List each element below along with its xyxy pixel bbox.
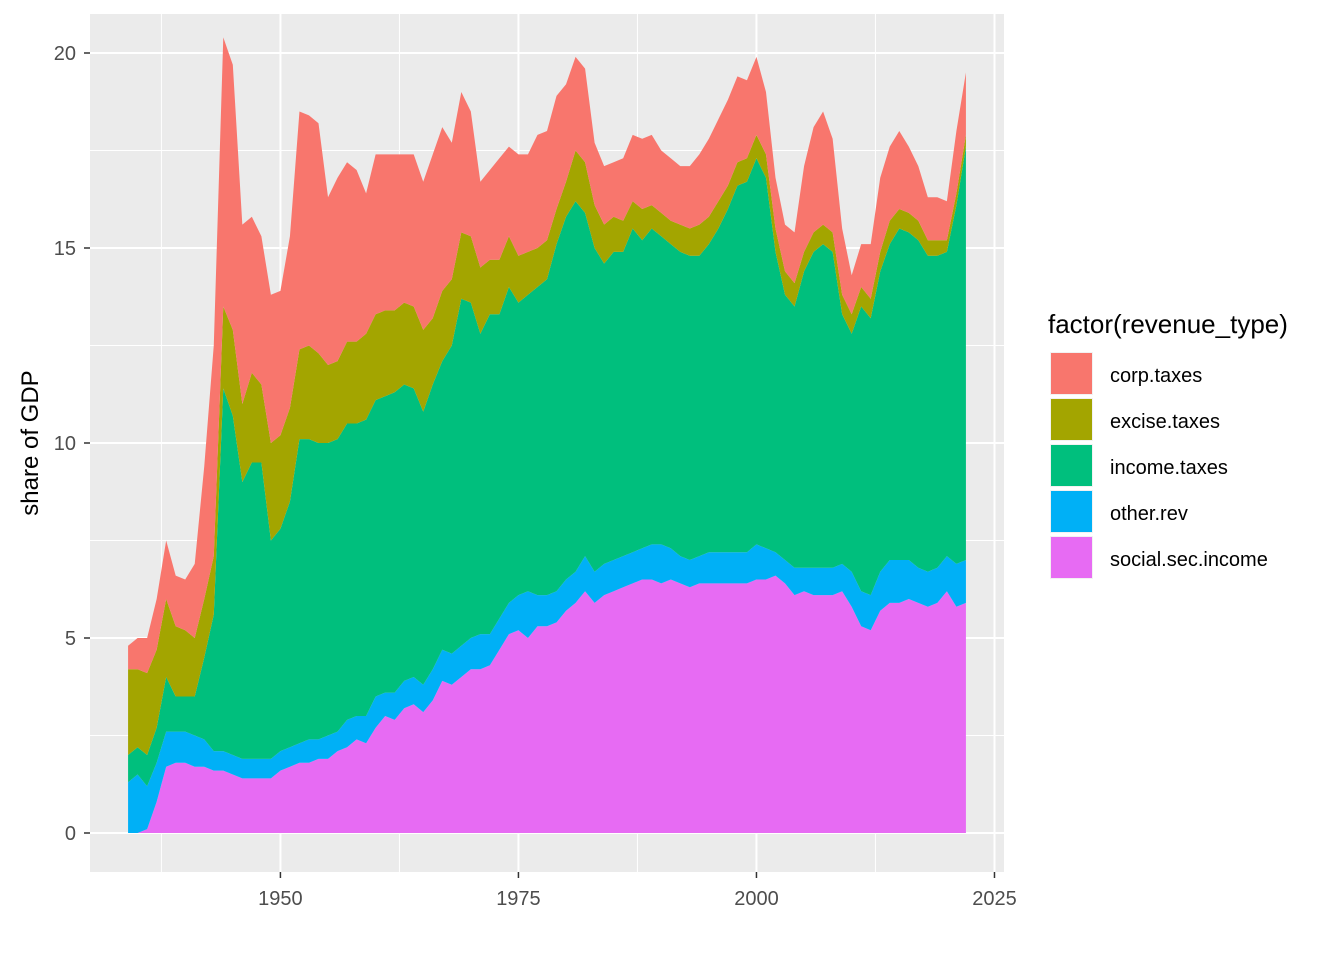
legend-label: excise.taxes — [1110, 411, 1220, 433]
y-tick-label: 15 — [54, 238, 76, 260]
legend-key-corp-taxes — [1051, 353, 1092, 394]
y-axis: 0 5 10 15 20 — [54, 43, 90, 845]
area-social-sec-income — [128, 575, 966, 833]
x-tick-label: 2000 — [734, 888, 779, 910]
area-corp-taxes — [128, 37, 966, 674]
x-tick-label: 1950 — [258, 888, 303, 910]
y-tick-label: 5 — [65, 628, 76, 650]
legend-key-other-rev — [1051, 491, 1092, 532]
legend-label: other.rev — [1110, 503, 1188, 525]
area-excise-taxes — [128, 134, 966, 755]
legend: factor(revenue_type) corp.taxes excise.ta… — [1048, 309, 1288, 579]
y-axis-title: share of GDP — [17, 370, 44, 515]
legend-title: factor(revenue_type) — [1048, 309, 1288, 339]
area-income-taxes — [128, 146, 966, 787]
x-axis: 1950 1975 2000 2025 — [258, 872, 1017, 910]
legend-key-social-sec-income — [1051, 537, 1092, 578]
legend-label: income.taxes — [1110, 457, 1228, 479]
x-tick-label: 1975 — [496, 888, 541, 910]
legend-items: corp.taxes excise.taxes income.taxes other.… — [1050, 352, 1268, 579]
legend-label: social.sec.income — [1110, 549, 1268, 571]
area-layers — [128, 37, 966, 833]
y-tick-label: 20 — [54, 43, 76, 65]
x-tick-label: 2025 — [972, 888, 1017, 910]
y-tick-label: 0 — [65, 823, 76, 845]
y-tick-label: 10 — [54, 433, 76, 455]
legend-key-income-taxes — [1051, 445, 1092, 486]
legend-key-excise-taxes — [1051, 399, 1092, 440]
area-other-rev — [128, 544, 966, 833]
legend-label: corp.taxes — [1110, 365, 1202, 387]
